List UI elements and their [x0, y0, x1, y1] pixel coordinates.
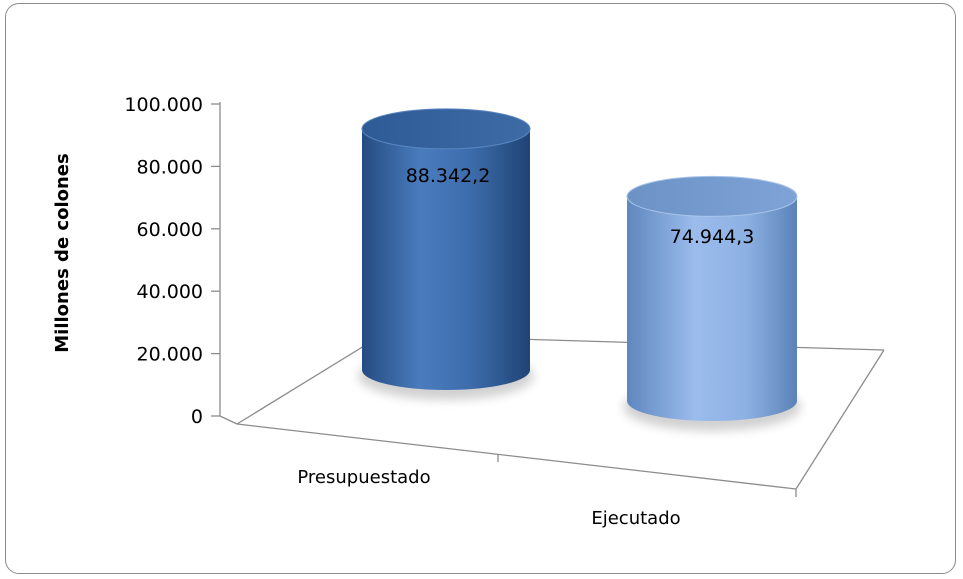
data-label-ejecutado: 74.944,3	[670, 226, 755, 248]
y-tick-label: 100.000	[124, 94, 203, 116]
floor-right-edge	[795, 349, 885, 490]
bar-top	[361, 108, 531, 150]
y-tick-label: 80.000	[137, 156, 203, 178]
x-axis-line	[236, 423, 797, 490]
category-label-presupuestado: Presupuestado	[297, 467, 430, 488]
y-tick-label: 40.000	[137, 281, 203, 303]
bar-body	[362, 128, 530, 390]
bar-ejecutado: 74.944,3	[623, 175, 801, 431]
side-wall-edge	[219, 415, 238, 425]
bar-top	[626, 175, 798, 217]
bar-presupuestado: 88.342,2	[358, 108, 534, 400]
y-tick-label: 20.000	[137, 344, 203, 366]
bar-body	[627, 196, 797, 421]
y-axis-title: Millones de colones	[52, 153, 73, 352]
data-label-presupuestado: 88.342,2	[406, 165, 491, 187]
category-label-ejecutado: Ejecutado	[591, 508, 680, 529]
y-tick-label: 0	[191, 406, 203, 428]
y-tick-label: 60.000	[137, 219, 203, 241]
floor-back-edge	[236, 334, 383, 425]
